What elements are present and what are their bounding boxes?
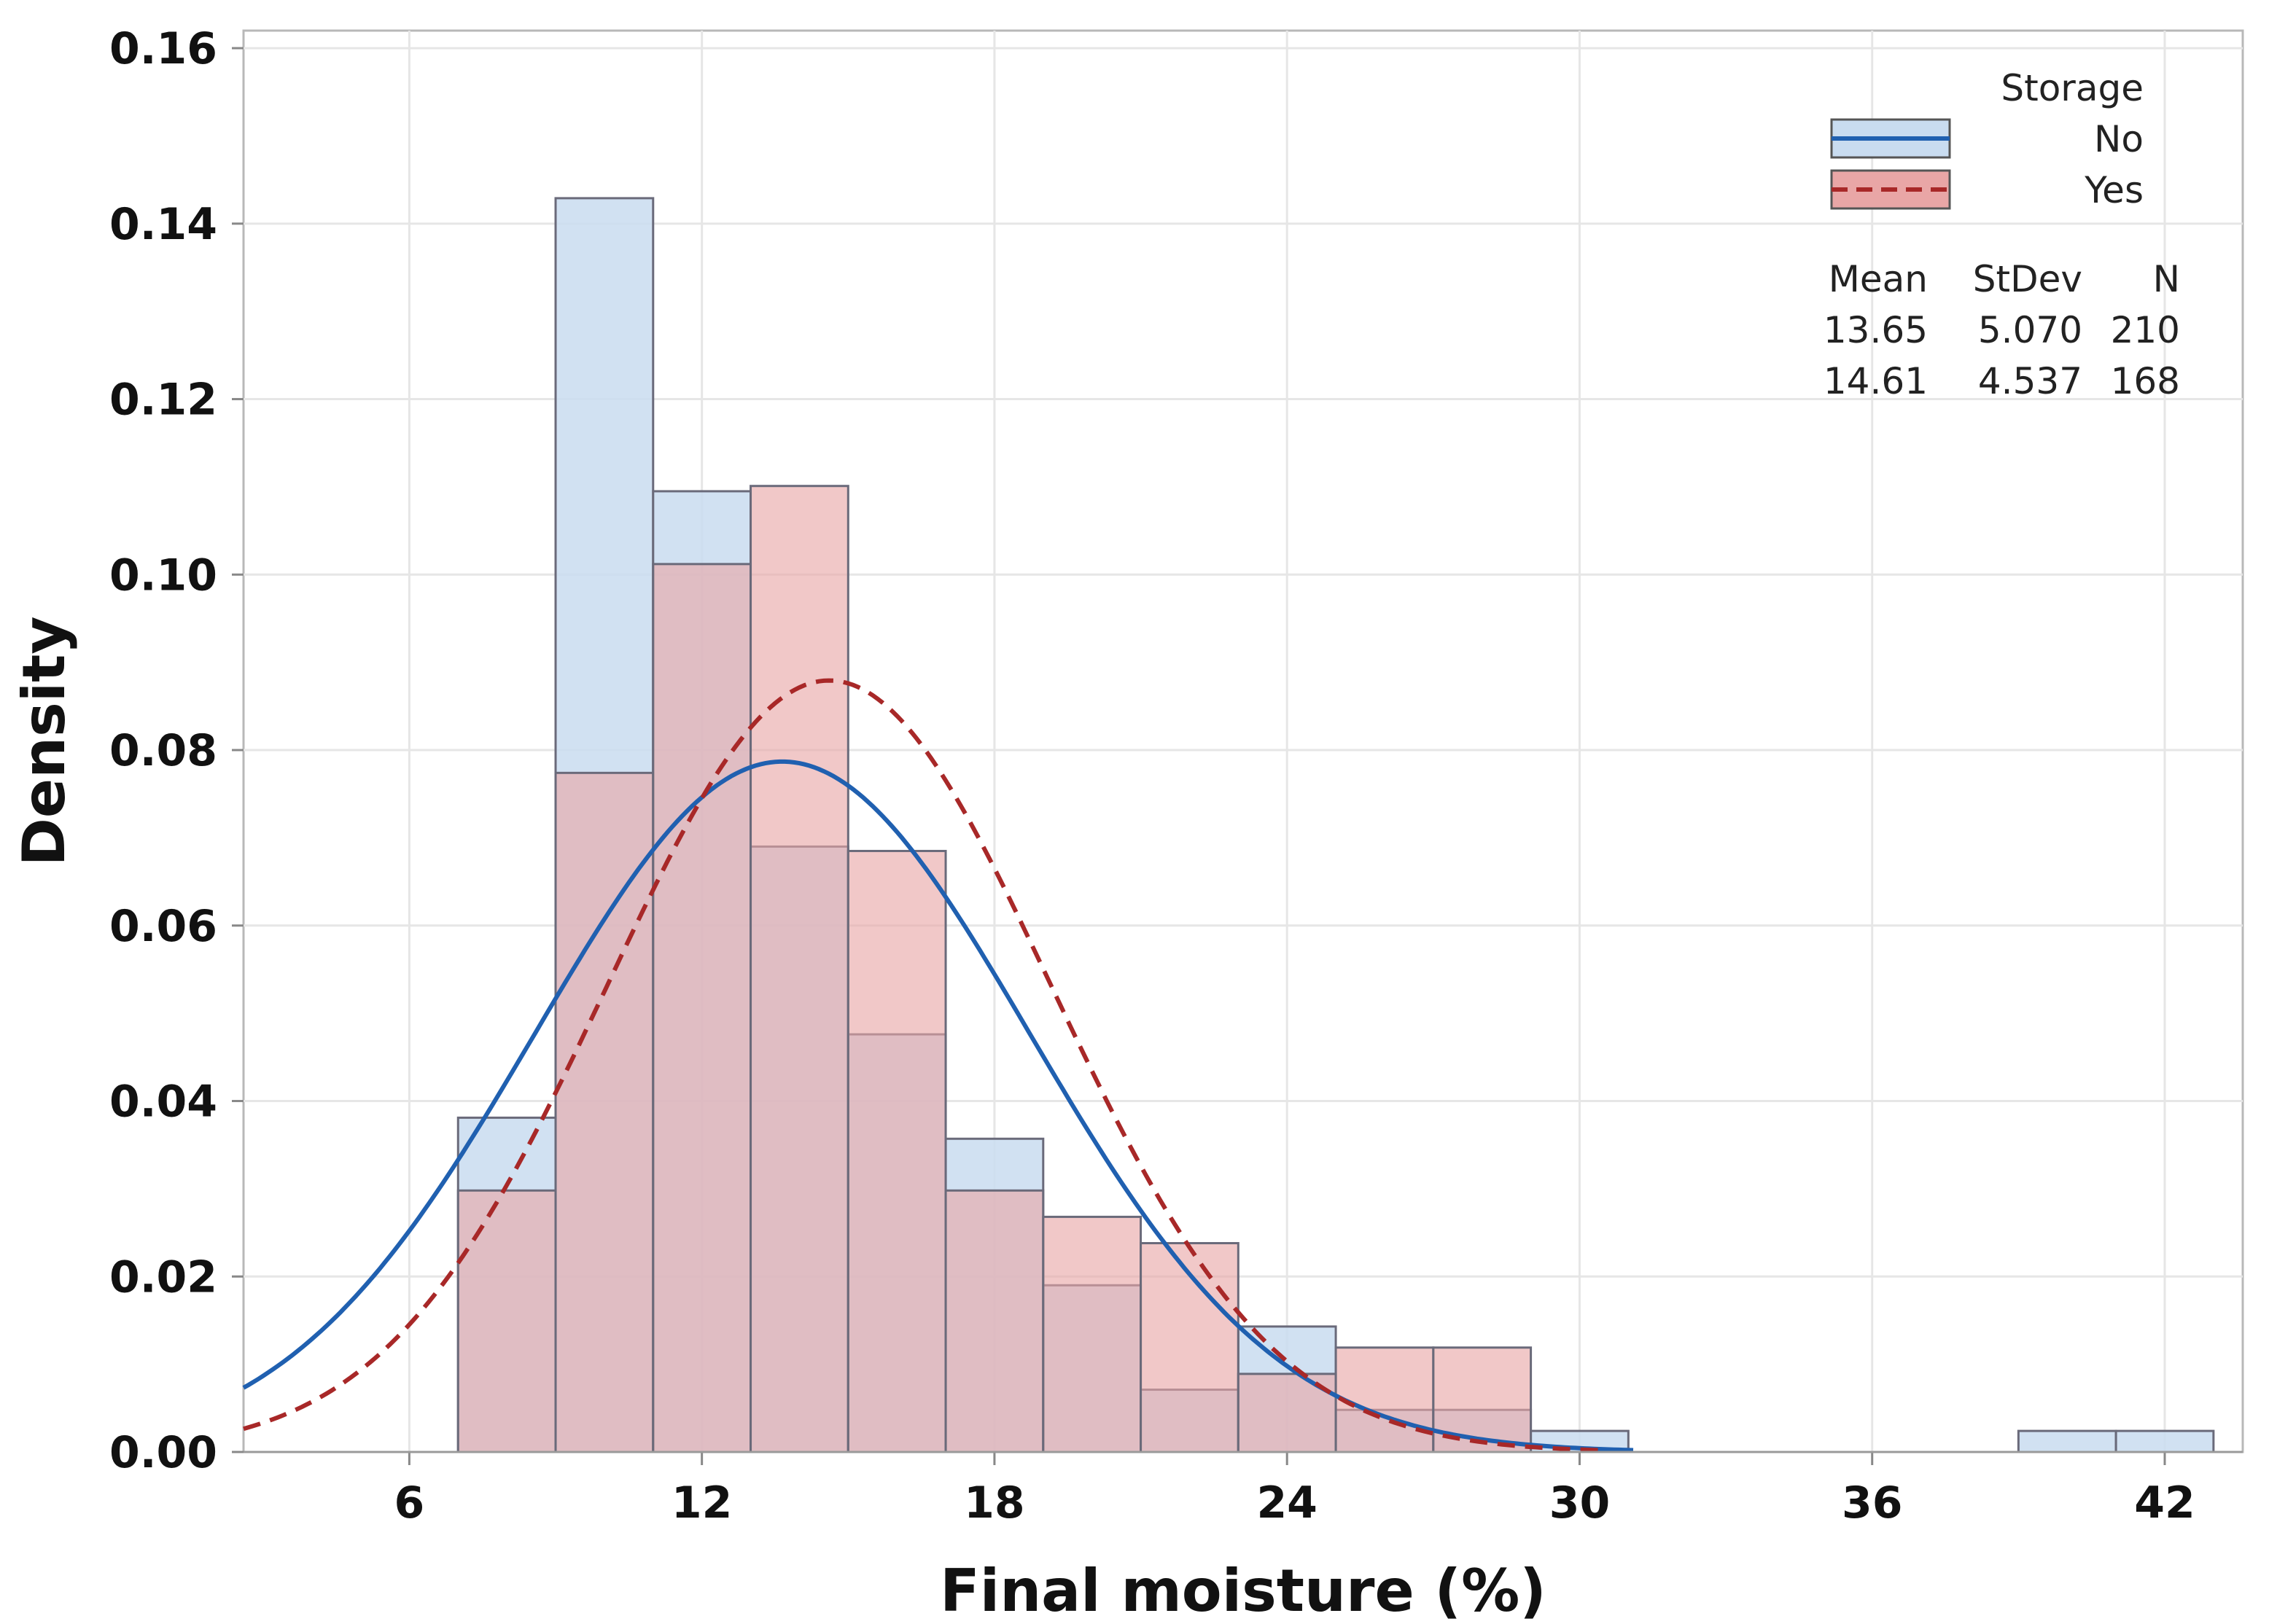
y-tick-label-2: 0.04 [109,1077,217,1128]
stats-header-n: N [2153,258,2180,300]
legend: Storage No Yes Mean StDev N 13.65 5.070 … [1824,67,2180,402]
bar-no-17 [2114,1429,2215,1453]
bar-yes-3 [750,485,849,1453]
stats-n-no: 210 [2111,309,2180,351]
y-tick-label-3: 0.06 [109,901,217,952]
y-tick-label-0: 0.00 [109,1427,217,1478]
bar-yes-0 [456,1189,557,1453]
legend-label-no: No [2094,118,2144,160]
stats-n-yes: 168 [2111,360,2180,402]
axis-ticks: 6 12 18 24 30 36 42 0.00 0.02 0.04 0.06 0.08 0.10 0.1… [109,23,2195,1529]
x-axis-title: Final moisture (%) [940,1557,1546,1624]
x-tick-label-6: 6 [394,1477,425,1529]
bar-no-16 [2017,1429,2117,1453]
x-tick-label-30: 30 [1549,1477,1611,1529]
stats-header-stdev: StDev [1973,258,2082,300]
bar-yes-4 [847,849,947,1453]
stats-stdev-yes: 4.537 [1978,360,2082,402]
x-tick-label-12: 12 [672,1477,733,1529]
bars-yes [456,485,1533,1453]
y-tick-label-7: 0.14 [109,199,217,250]
x-tick-label-18: 18 [964,1477,1025,1529]
legend-title: Storage [2001,67,2144,109]
y-tick-label-1: 0.02 [109,1252,217,1303]
stats-mean-yes: 14.61 [1824,360,1928,402]
density-curves [242,678,1634,1453]
x-tick-label-24: 24 [1256,1477,1318,1529]
y-tick-label-5: 0.10 [109,550,217,601]
stats-header-mean: Mean [1829,258,1928,300]
stats-stdev-no: 5.070 [1978,309,2082,351]
legend-label-yes: Yes [2084,169,2144,211]
bar-yes-7 [1140,1242,1239,1453]
y-tick-label-4: 0.08 [109,725,217,776]
x-tick-label-42: 42 [2134,1477,2195,1529]
y-tick-label-8: 0.16 [109,23,217,74]
stats-mean-no: 13.65 [1824,309,1928,351]
curve-yes [243,678,1600,1453]
bar-yes-9 [1334,1346,1435,1453]
bar-yes-6 [1042,1215,1143,1453]
curve-no [242,759,1634,1453]
y-tick-label-6: 0.12 [109,375,217,426]
bar-yes-2 [652,563,752,1453]
bar-yes-1 [554,771,655,1453]
bar-yes-5 [944,1189,1045,1453]
x-tick-label-36: 36 [1842,1477,1903,1529]
y-axis-title: Density [10,616,78,866]
